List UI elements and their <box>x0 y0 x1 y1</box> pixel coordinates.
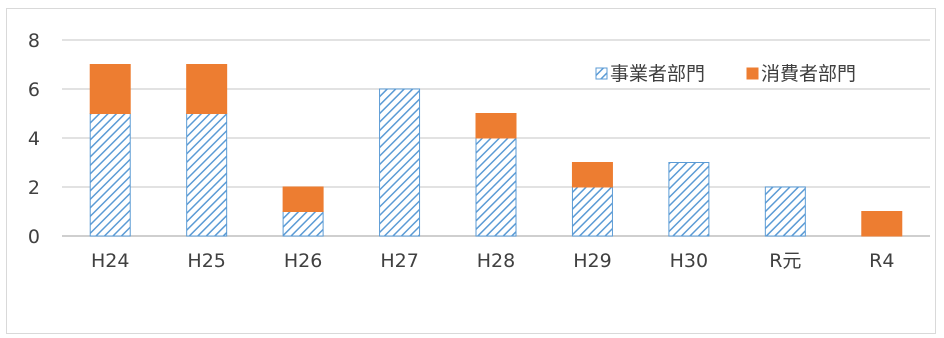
legend-label-business-sector: 事業者部門 <box>610 63 705 85</box>
x-category-label: R元 <box>769 250 801 272</box>
bar-consumer-sector <box>475 113 517 139</box>
y-axis: 0 2 4 6 8 <box>28 30 40 248</box>
bar-business-sector <box>571 186 613 237</box>
bars <box>89 64 903 237</box>
x-axis: H24 H25 H26 H27 H28 H29 H30 R元 R4 <box>91 250 894 272</box>
bar-business-sector <box>379 88 421 237</box>
bar-business-sector <box>89 113 131 237</box>
bar-consumer-sector <box>861 211 903 237</box>
bar-consumer-sector <box>571 162 613 188</box>
legend-swatch-consumer-sector <box>746 67 759 80</box>
bar-consumer-sector <box>186 64 228 114</box>
bar-business-sector <box>475 137 517 237</box>
bar-business-sector <box>186 113 228 237</box>
legend: 事業者部門 消費者部門 <box>595 63 856 85</box>
bar-consumer-sector <box>89 64 131 114</box>
y-tick-label: 0 <box>28 226 40 248</box>
x-category-label: H24 <box>91 250 129 272</box>
bar-business-sector <box>282 211 324 237</box>
bar-consumer-sector <box>282 186 324 212</box>
y-tick-label: 8 <box>28 30 40 52</box>
chart-frame <box>6 8 936 334</box>
x-category-label: H28 <box>477 250 515 272</box>
y-tick-label: 4 <box>28 128 40 150</box>
x-category-label: R4 <box>869 250 894 272</box>
bar-business-sector <box>668 162 710 237</box>
x-category-label: H26 <box>284 250 322 272</box>
x-category-label: H29 <box>573 250 611 272</box>
legend-swatch-business-sector <box>595 67 608 80</box>
x-category-label: H30 <box>670 250 708 272</box>
x-category-label: H25 <box>187 250 225 272</box>
legend-label-consumer-sector: 消費者部門 <box>761 63 856 85</box>
x-category-label: H27 <box>380 250 418 272</box>
y-tick-label: 2 <box>28 177 40 199</box>
bar-business-sector <box>764 186 806 237</box>
y-tick-label: 6 <box>28 79 40 101</box>
